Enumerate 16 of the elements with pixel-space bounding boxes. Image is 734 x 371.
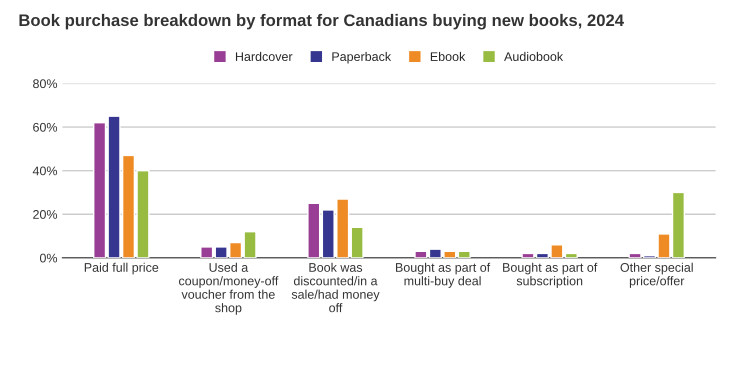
y-tick-label: 20% [33, 210, 58, 219]
legend-label: Ebook [430, 52, 466, 62]
x-tick-label: Used a coupon/money-off voucher from the shop [178, 262, 278, 315]
y-tick-label: 60% [33, 122, 58, 132]
y-tick-label: 80% [33, 79, 58, 88]
y-tick-label: 40% [32, 166, 58, 176]
x-tick-label: Bought as part of multi-buy deal [396, 262, 490, 288]
legend-label: Audiobook [504, 52, 564, 62]
x-tick-label: Other special price/offer [620, 262, 693, 288]
x-tick-label: Book was discounted/in a sale/had money off [292, 262, 380, 312]
chart-title: Book purchase breakdown by format for Canadians buying new books, 2024 [19, 14, 624, 30]
y-tick-label: 0% [40, 254, 58, 262]
x-tick-label: Bought as part of subscription [503, 262, 598, 288]
x-tick-label: Paid full price [84, 262, 158, 274]
legend-label: Hardcover [236, 52, 292, 62]
legend-label: Paperback [332, 52, 392, 64]
